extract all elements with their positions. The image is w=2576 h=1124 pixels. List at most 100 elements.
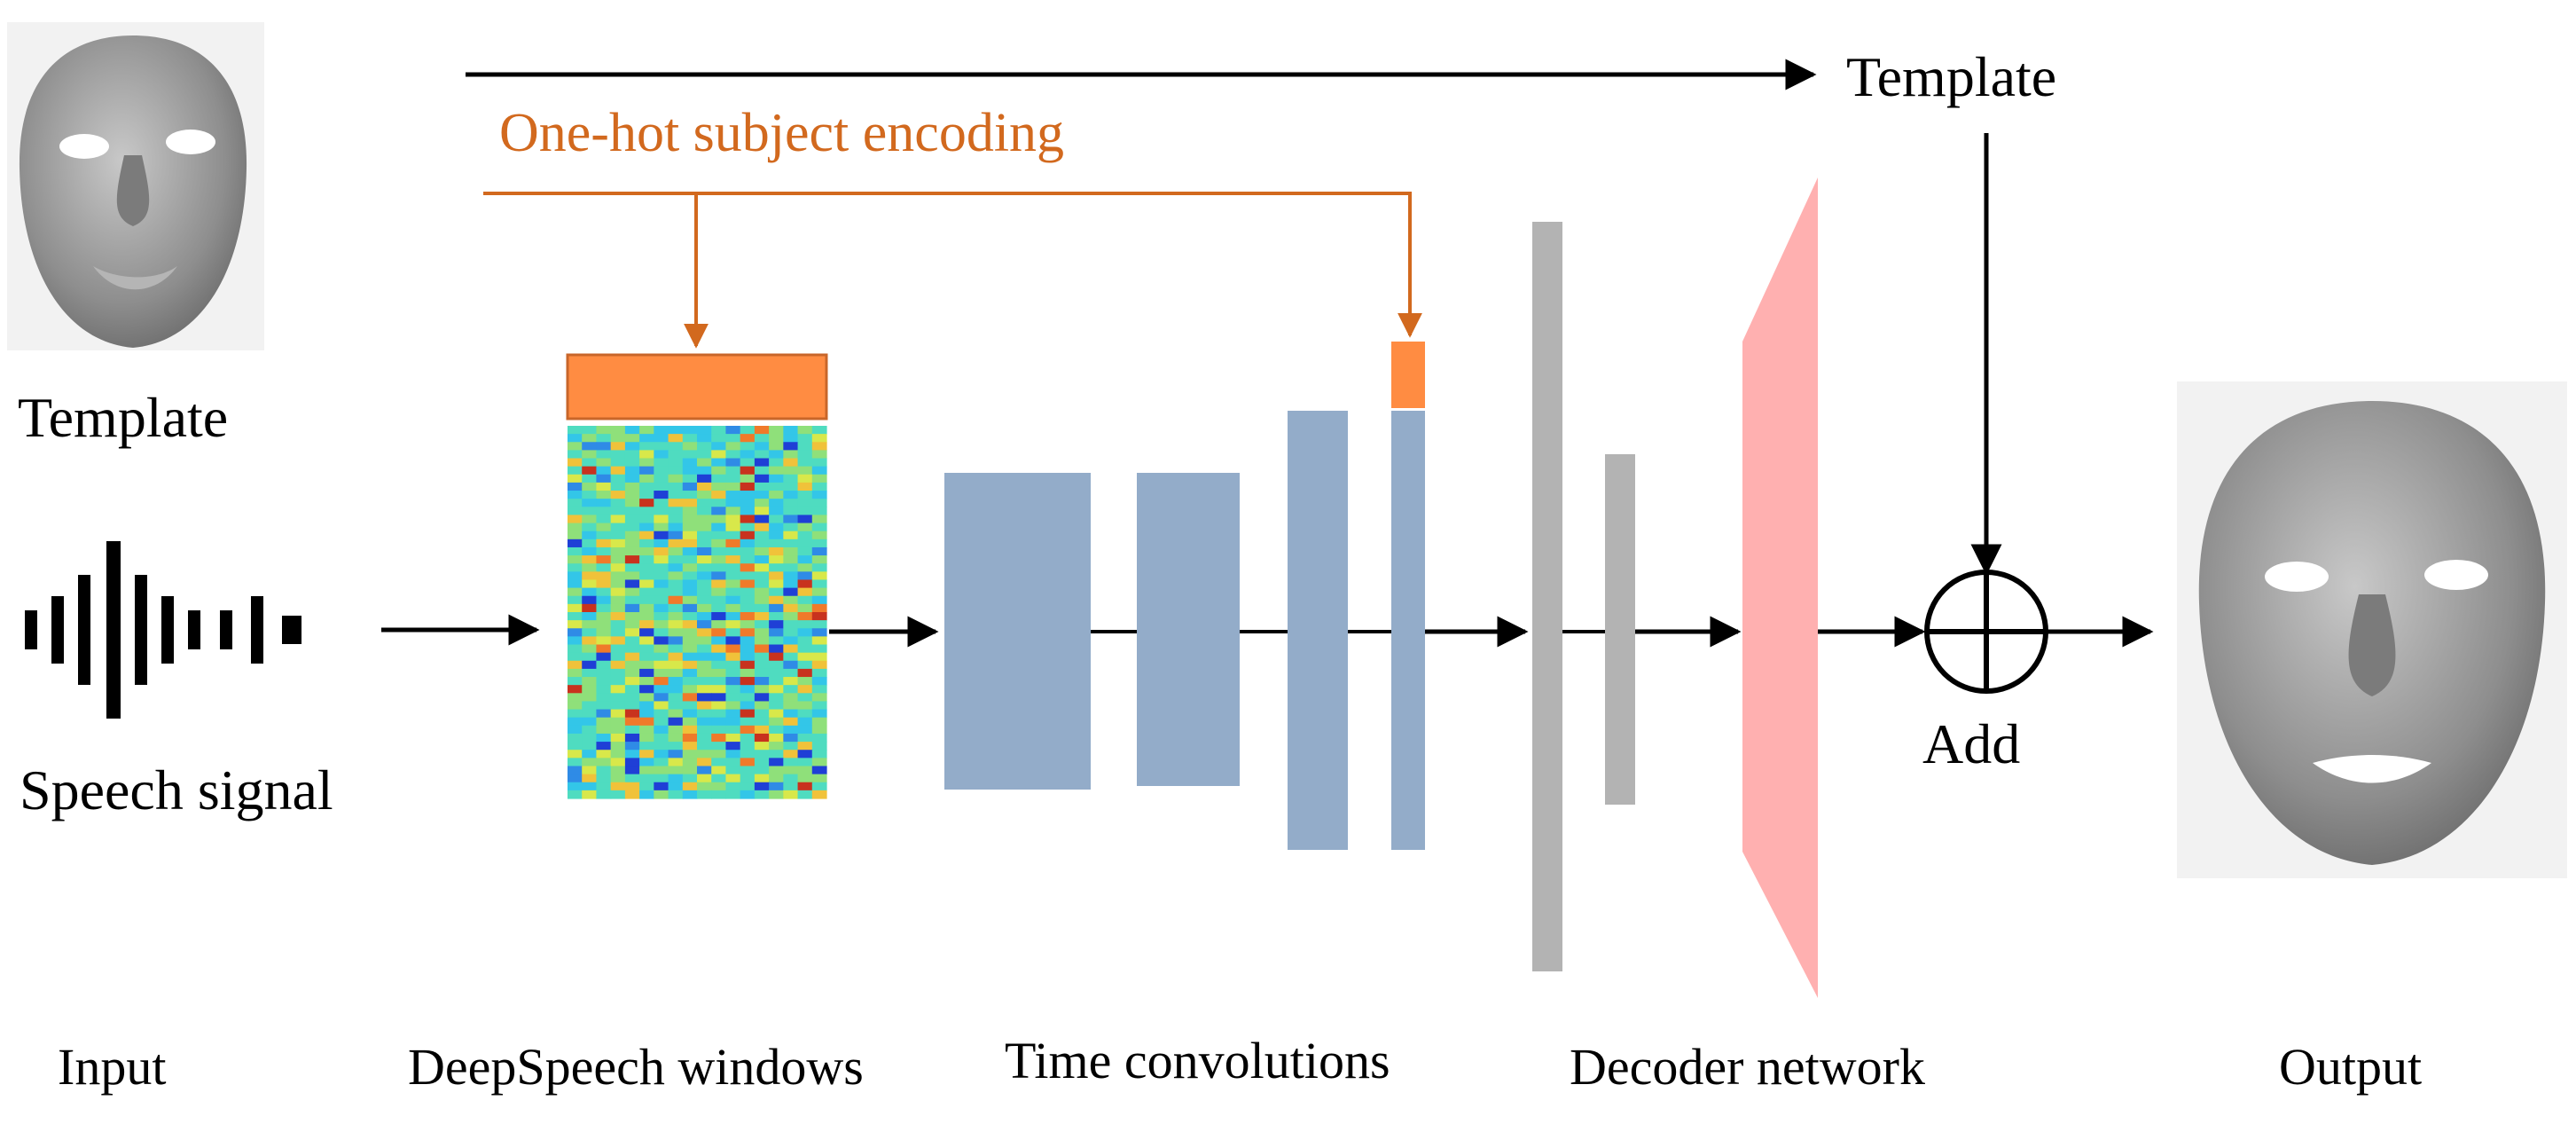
heatmap-cell bbox=[725, 766, 741, 775]
heatmap-cell bbox=[740, 563, 756, 572]
heatmap-cell bbox=[568, 612, 583, 621]
heatmap-cell bbox=[624, 725, 640, 735]
heatmap-cell bbox=[654, 474, 669, 483]
heatmap-cell bbox=[624, 652, 640, 662]
heatmap-cell bbox=[654, 466, 669, 476]
heatmap-cell bbox=[596, 571, 612, 581]
heatmap-cell bbox=[568, 466, 583, 476]
heatmap-cell bbox=[711, 426, 727, 435]
heatmap-cell bbox=[711, 546, 727, 556]
heatmap-cell bbox=[711, 571, 727, 581]
heatmap-cell bbox=[797, 515, 813, 524]
heatmap-cell bbox=[668, 628, 684, 637]
heatmap-cell bbox=[697, 450, 712, 460]
heatmap-cell bbox=[797, 644, 813, 654]
heatmap-cell bbox=[668, 546, 684, 556]
heatmap-cell bbox=[639, 693, 654, 703]
heatmap-cell bbox=[596, 628, 612, 637]
heatmap-cell bbox=[740, 482, 756, 491]
heatmap-cell bbox=[811, 426, 827, 435]
heatmap-cell bbox=[639, 563, 654, 572]
heatmap-cell bbox=[725, 628, 741, 637]
heatmap-cell bbox=[811, 482, 827, 491]
heatmap-cell bbox=[639, 515, 654, 524]
circled-plus-icon bbox=[1924, 570, 2048, 694]
heatmap-cell bbox=[725, 725, 741, 735]
heatmap-cell bbox=[711, 774, 727, 783]
heatmap-cell bbox=[811, 523, 827, 532]
heatmap-cell bbox=[568, 677, 583, 686]
heatmap-cell bbox=[797, 742, 813, 751]
stage-label-output: Output bbox=[2279, 1038, 2422, 1096]
heatmap-cell bbox=[754, 499, 770, 507]
heatmap-cell bbox=[624, 538, 640, 548]
heatmap-cell bbox=[754, 636, 770, 646]
output-face-icon bbox=[2177, 381, 2567, 878]
heatmap-cell bbox=[754, 709, 770, 719]
heatmap-cell bbox=[769, 474, 784, 483]
heatmap-cell bbox=[711, 782, 727, 791]
heatmap-cell bbox=[568, 434, 583, 443]
heatmap-cell bbox=[697, 523, 712, 532]
heatmap-cell bbox=[596, 499, 612, 507]
heatmap-cell bbox=[754, 668, 770, 678]
heatmap-cell bbox=[697, 717, 712, 727]
heatmap-cell bbox=[697, 482, 712, 491]
heatmap-cell bbox=[624, 579, 640, 589]
heatmap-cell bbox=[582, 693, 598, 703]
heatmap-cell bbox=[668, 742, 684, 751]
heatmap-cell bbox=[811, 587, 827, 597]
heatmap-cell bbox=[682, 701, 698, 711]
heatmap-cell bbox=[568, 426, 583, 435]
heatmap-cell bbox=[725, 758, 741, 767]
heatmap-cell bbox=[568, 587, 583, 597]
heatmap-cell bbox=[624, 499, 640, 507]
heatmap-cell bbox=[582, 450, 598, 460]
heatmap-cell bbox=[668, 750, 684, 759]
heatmap-cell bbox=[624, 685, 640, 694]
heatmap-cell bbox=[711, 644, 727, 654]
heatmap-cell bbox=[725, 426, 741, 435]
heatmap-cell bbox=[725, 546, 741, 556]
heatmap-cell bbox=[740, 742, 756, 751]
heatmap-cell bbox=[654, 774, 669, 783]
heatmap-cell bbox=[811, 766, 827, 775]
heatmap-cell bbox=[654, 701, 669, 711]
heatmap-cell bbox=[740, 782, 756, 791]
heatmap-cell bbox=[639, 758, 654, 767]
heatmap-cell bbox=[783, 474, 799, 483]
heatmap-cell bbox=[596, 579, 612, 589]
heatmap-cell bbox=[740, 725, 756, 735]
conv-onehot-cell bbox=[1391, 342, 1425, 408]
heatmap-cell bbox=[654, 491, 669, 499]
heatmap-cell bbox=[624, 434, 640, 443]
heatmap-cell bbox=[725, 491, 741, 499]
heatmap-cell bbox=[639, 491, 654, 499]
heatmap-cell bbox=[697, 733, 712, 743]
heatmap-cell bbox=[740, 628, 756, 637]
heatmap-cell bbox=[769, 442, 784, 451]
heatmap-cell bbox=[725, 742, 741, 751]
heatmap-cell bbox=[797, 426, 813, 435]
heatmap-cell bbox=[769, 677, 784, 686]
conv-block-2 bbox=[1137, 473, 1240, 786]
heatmap-cell bbox=[725, 717, 741, 727]
heatmap-cell bbox=[711, 668, 727, 678]
heatmap-cell bbox=[725, 515, 741, 524]
heatmap-cell bbox=[697, 555, 712, 564]
heatmap-cell bbox=[783, 668, 799, 678]
heatmap-cell bbox=[754, 563, 770, 572]
heatmap-cell bbox=[668, 507, 684, 516]
heatmap-cell bbox=[711, 628, 727, 637]
heatmap-cell bbox=[797, 709, 813, 719]
heatmap-cell bbox=[754, 620, 770, 629]
heatmap-cell bbox=[596, 750, 612, 759]
heatmap-cell bbox=[769, 636, 784, 646]
heatmap-cell bbox=[624, 774, 640, 783]
heatmap-cell bbox=[610, 668, 626, 678]
heatmap-cell bbox=[582, 595, 598, 605]
heatmap-cell bbox=[711, 482, 727, 491]
heatmap-cell bbox=[783, 538, 799, 548]
heatmap-cell bbox=[740, 758, 756, 767]
heatmap-cell bbox=[697, 491, 712, 499]
